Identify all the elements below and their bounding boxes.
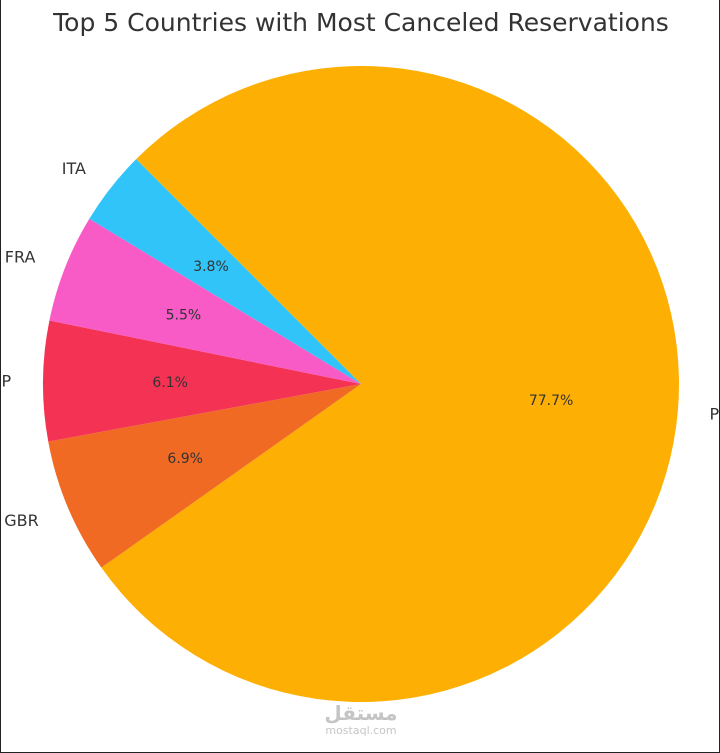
pie-slices — [42, 66, 679, 703]
category-labels: PRT GBR ESP FRA ITA — [1, 159, 720, 530]
percent-label-ita: 3.8% — [193, 259, 229, 275]
pie-slice-gbr — [48, 384, 361, 568]
percent-label-fra: 5.5% — [166, 307, 202, 323]
chart-title: Top 5 Countries with Most Canceled Reser… — [52, 8, 669, 37]
pie-slice-fra — [49, 218, 361, 384]
category-label-prt: PRT — [710, 405, 720, 424]
pie-slice-ita — [89, 159, 361, 384]
category-label-fra: FRA — [5, 247, 36, 266]
category-label-esp: ESP — [1, 372, 12, 391]
category-label-ita: ITA — [62, 159, 86, 178]
percent-label-esp: 6.1% — [152, 375, 188, 391]
percent-labels: 77.7% 6.9% 6.1% 5.5% 3.8% — [152, 259, 573, 467]
pie-slice-prt — [101, 66, 679, 703]
percent-label-prt: 77.7% — [529, 393, 573, 409]
pie-slice-esp — [42, 320, 362, 442]
percent-label-gbr: 6.9% — [167, 451, 203, 467]
category-label-gbr: GBR — [4, 511, 39, 530]
